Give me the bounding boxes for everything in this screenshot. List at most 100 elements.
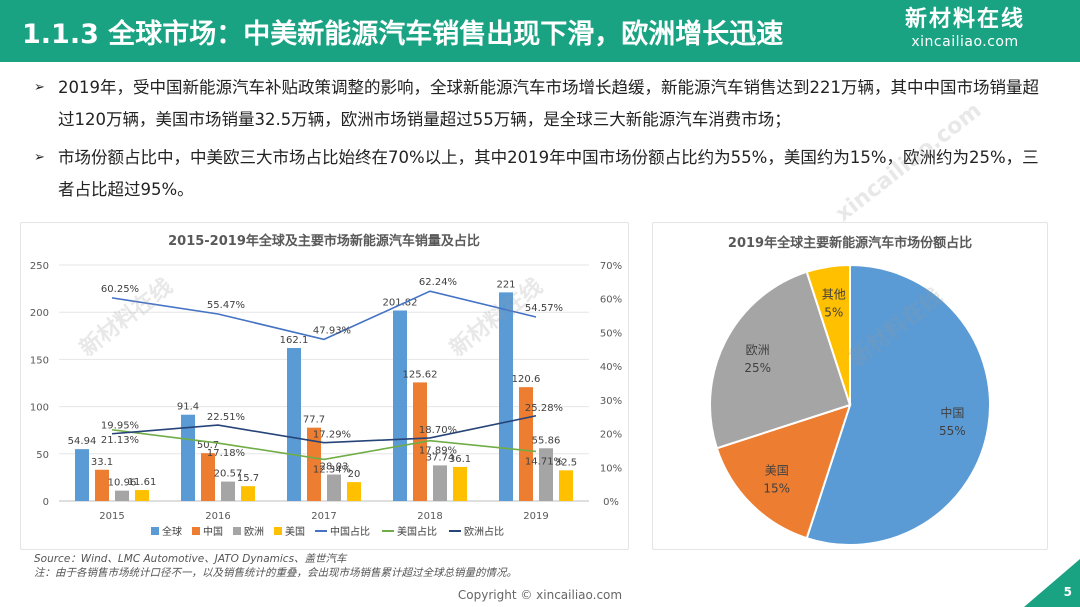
bar-data-label: 120.6 bbox=[512, 374, 541, 385]
bar bbox=[287, 347, 301, 501]
bar bbox=[519, 387, 533, 501]
y-tick-label: 100 bbox=[30, 403, 49, 414]
note-line: 注：由于各销售市场统计口径不一，以及销售统计的重叠，会出现市场销售累计超过全球总… bbox=[34, 567, 517, 579]
line-data-label: 14.71% bbox=[525, 456, 563, 467]
line-data-label: 62.24% bbox=[419, 277, 457, 288]
legend-label: 美国 bbox=[285, 525, 305, 538]
line-data-label: 22.51% bbox=[207, 412, 245, 423]
legend-label: 全球 bbox=[162, 525, 182, 538]
bar-data-label: 201.82 bbox=[383, 297, 418, 308]
bar-data-label: 36.1 bbox=[449, 454, 471, 465]
line-data-label: 18.70% bbox=[419, 425, 457, 436]
legend-label: 欧洲 bbox=[244, 526, 264, 538]
series-line bbox=[111, 290, 537, 341]
bar bbox=[221, 481, 235, 501]
page-number: 5 bbox=[1063, 585, 1072, 599]
x-tick-label: 2016 bbox=[205, 511, 230, 522]
series-line bbox=[111, 414, 537, 444]
copyright-text: Copyright © xincailiao.com bbox=[457, 588, 623, 602]
pie-slice-label: 25% bbox=[744, 361, 771, 375]
y-tick-label: 0 bbox=[43, 497, 49, 508]
chart-title: 2015-2019年全球及主要市场新能源汽车销量及占比 bbox=[168, 233, 480, 249]
bar-line-chart-panel: 2015-2019年全球及主要市场新能源汽车销量及占比 0 50 100 150 200 2… bbox=[20, 222, 629, 550]
logo-sub-text: xincailiao.com bbox=[911, 34, 1019, 50]
bar-data-label: 10.96 bbox=[108, 478, 137, 489]
y-tick-label: 200 bbox=[30, 308, 49, 319]
bar bbox=[433, 465, 447, 501]
legend-swatch bbox=[274, 527, 282, 535]
legend-label: 美国占比 bbox=[397, 525, 437, 538]
y-tick-label: 250 bbox=[30, 261, 49, 272]
y2-tick-label: 70% bbox=[600, 261, 622, 272]
line-data-label: 54.57% bbox=[525, 303, 563, 314]
bar-data-label: 15.7 bbox=[237, 473, 259, 484]
source-note: Source：Wind、LMC Automotive、JATO Dynamics… bbox=[34, 552, 517, 580]
bar bbox=[539, 448, 553, 501]
bar bbox=[95, 469, 109, 501]
bar-data-label: 55.86 bbox=[532, 435, 561, 446]
y2-tick-label: 0% bbox=[603, 497, 619, 508]
x-tick-label: 2015 bbox=[99, 511, 124, 522]
legend-swatch bbox=[151, 527, 159, 535]
bar-data-label: 20.57 bbox=[214, 469, 243, 480]
logo-main-text: 新材料在线 bbox=[904, 7, 1025, 32]
page-corner bbox=[1024, 559, 1080, 607]
pie-slice bbox=[805, 263, 851, 406]
bar-data-label: 91.4 bbox=[177, 402, 199, 413]
legend-swatch bbox=[233, 527, 241, 535]
page-title: 1.1.3 全球市场：中美新能源汽车销售出现下滑，欧洲增长迅速 bbox=[22, 19, 784, 50]
legend-label: 欧洲占比 bbox=[464, 525, 504, 538]
pie-slice-name: 中国 bbox=[940, 405, 964, 420]
bar-line-chart: 2015-2019年全球及主要市场新能源汽车销量及占比 0 50 100 150 200 2… bbox=[30, 233, 622, 538]
pie-slice-label: 15% bbox=[763, 481, 790, 495]
bullet-arrow-icon: ➢ bbox=[34, 80, 45, 95]
legend-label: 中国占比 bbox=[330, 525, 370, 538]
bar-data-label: 11.61 bbox=[128, 477, 157, 488]
bar-data-label: 28.03 bbox=[320, 462, 349, 473]
bar bbox=[241, 486, 255, 501]
pie-slice-label: 5% bbox=[824, 306, 843, 320]
line-data-label: 21.13% bbox=[101, 435, 139, 446]
line-data-label: 17.89% bbox=[419, 446, 457, 457]
line-data-label: 17.29% bbox=[313, 430, 351, 441]
bar bbox=[453, 466, 467, 501]
bar bbox=[327, 474, 341, 501]
bar-data-label: 125.62 bbox=[403, 369, 438, 380]
line-data-label: 55.47% bbox=[207, 300, 245, 311]
line-data-label: 47.93% bbox=[313, 325, 351, 336]
bar-data-label: 221 bbox=[496, 279, 515, 290]
bar-data-label: 77.7 bbox=[303, 415, 325, 426]
y2-tick-label: 20% bbox=[600, 430, 622, 441]
bar-data-label: 20 bbox=[348, 469, 361, 480]
bar bbox=[201, 453, 215, 501]
bar bbox=[307, 427, 321, 501]
legend-swatch bbox=[192, 527, 200, 535]
line-data-label: 17.18% bbox=[207, 448, 245, 459]
bullet-item: ➢ 市场份额占比中，中美欧三大市场占比始终在70%以上，其中2019年中国市场份… bbox=[34, 142, 1054, 206]
bar-data-label: 162.1 bbox=[280, 335, 309, 346]
x-tick-label: 2017 bbox=[311, 511, 336, 522]
bar-data-label: 33.1 bbox=[91, 457, 113, 468]
y2-tick-label: 60% bbox=[600, 295, 622, 306]
bullet-text: 市场份额占比中，中美欧三大市场占比始终在70%以上，其中2019年中国市场份额占… bbox=[58, 148, 1039, 199]
bar-data-label: 37.74 bbox=[426, 452, 455, 463]
bullet-text: 2019年，受中国新能源汽车补贴政策调整的影响，全球新能源汽车市场增长趋缓，新能… bbox=[58, 78, 1039, 129]
legend-label: 中国 bbox=[203, 525, 223, 538]
x-tick-label: 2018 bbox=[417, 511, 442, 522]
bar-data-label: 32.5 bbox=[555, 457, 577, 468]
pie-slice-label: 55% bbox=[939, 424, 966, 438]
pie-slice-name: 欧洲 bbox=[746, 343, 770, 357]
pie-slice-name: 其他 bbox=[822, 288, 846, 302]
bullet-arrow-icon: ➢ bbox=[34, 150, 45, 165]
source-line: Source：Wind、LMC Automotive、JATO Dynamics… bbox=[34, 553, 347, 565]
bar bbox=[135, 490, 149, 501]
y2-tick-label: 10% bbox=[600, 463, 622, 474]
pie-slice-name: 美国 bbox=[765, 463, 789, 477]
y2-tick-label: 40% bbox=[600, 362, 622, 373]
bullet-item: ➢ 2019年，受中国新能源汽车补贴政策调整的影响，全球新能源汽车市场增长趋缓，… bbox=[34, 72, 1054, 136]
pie-title: 2019年全球主要新能源汽车市场份额占比 bbox=[728, 235, 972, 251]
header-bar: 1.1.3 全球市场：中美新能源汽车销售出现下滑，欧洲增长迅速 新材料在线 xi… bbox=[0, 0, 1080, 62]
bar bbox=[181, 414, 195, 501]
bar bbox=[347, 482, 361, 501]
